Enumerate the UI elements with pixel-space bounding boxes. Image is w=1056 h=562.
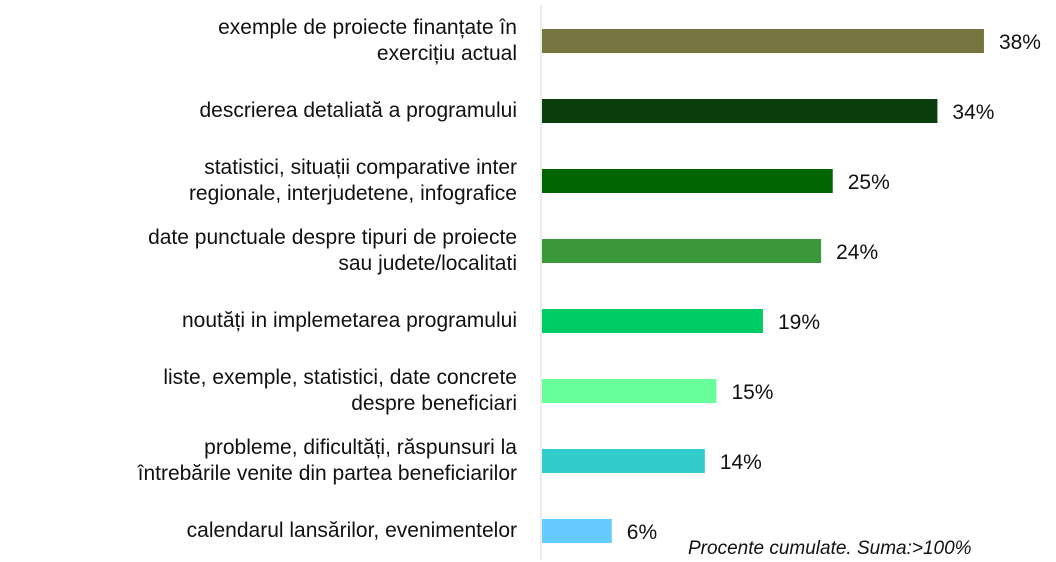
- category-label: liste, exemple, statistici, date concret…: [163, 366, 517, 415]
- category-label: noutăți in implemetarea programului: [181, 309, 517, 332]
- value-label: 25%: [847, 171, 890, 194]
- category-label: date punctuale despre tipuri de proiecte…: [148, 226, 517, 275]
- bar: [542, 169, 833, 193]
- value-label: 15%: [731, 381, 774, 404]
- bar: [542, 29, 984, 53]
- category-label: statistici, situații comparative inter r…: [188, 156, 517, 205]
- note: Procente cumulate. Suma:>100%: [688, 538, 972, 559]
- value-label: 34%: [952, 101, 995, 124]
- value-label: 38%: [998, 31, 1041, 54]
- value-label: 14%: [719, 451, 762, 474]
- bar: [542, 519, 612, 543]
- value-label: 6%: [626, 521, 658, 544]
- category-label: calendarul lansărilor, evenimentelor: [186, 519, 517, 542]
- bar: [542, 309, 763, 333]
- category-label: probleme, dificultăți, răspunsuri la înt…: [137, 436, 517, 485]
- category-label: descrierea detaliată a programului: [199, 99, 517, 122]
- bar: [542, 239, 822, 263]
- value-label: 19%: [777, 311, 820, 334]
- bar: [542, 449, 705, 473]
- category-label: exemple de proiecte finanțate în exerciț…: [218, 16, 517, 65]
- bar: [542, 99, 938, 123]
- bar: [542, 379, 717, 403]
- value-label: 24%: [836, 241, 879, 264]
